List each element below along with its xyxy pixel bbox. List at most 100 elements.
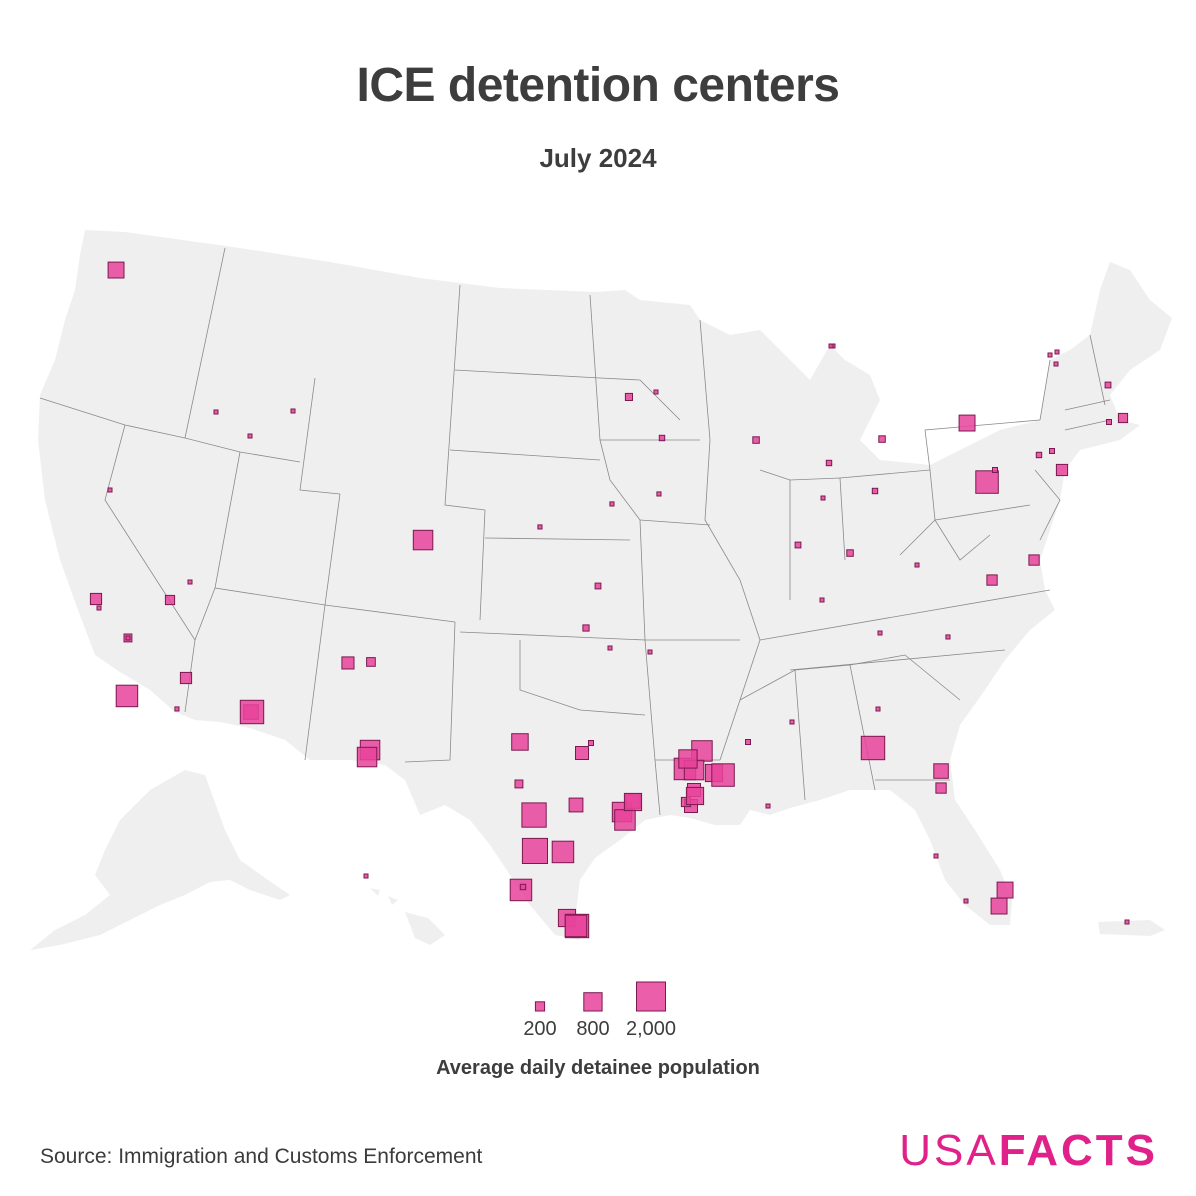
- legend-marker-small: [534, 1001, 546, 1012]
- legend-marker-medium: [583, 992, 603, 1012]
- facility-marker: [996, 881, 1014, 899]
- map-subtitle: July 2024: [539, 143, 657, 173]
- facility-markers: [89, 261, 1130, 939]
- facility-marker: [789, 719, 795, 725]
- facility-marker: [828, 343, 834, 349]
- facility-marker: [582, 624, 590, 632]
- facility-marker: [765, 803, 771, 809]
- facility-marker: [1035, 451, 1043, 459]
- source-note: Source: Immigration and Customs Enforcem…: [40, 1145, 483, 1168]
- facility-marker: [607, 645, 613, 651]
- hawaii-land: [405, 912, 445, 945]
- facility-marker: [107, 487, 113, 493]
- facility-marker: [963, 898, 969, 904]
- facility-marker: [1117, 412, 1129, 424]
- facility-marker: [521, 802, 547, 828]
- facility-marker: [609, 501, 615, 507]
- facility-marker: [825, 459, 833, 467]
- facility-marker: [551, 840, 575, 864]
- facility-marker: [711, 763, 735, 787]
- facility-marker: [1053, 361, 1059, 367]
- facility-marker: [656, 491, 662, 497]
- facility-marker: [975, 470, 999, 494]
- facility-marker: [678, 749, 698, 769]
- facility-marker: [992, 467, 998, 473]
- facility-marker: [933, 763, 949, 779]
- facility-marker: [914, 562, 920, 568]
- facility-marker: [819, 597, 825, 603]
- facility-marker: [179, 671, 193, 685]
- state-borders: [39, 247, 1111, 816]
- puerto-rico-land: [1098, 920, 1165, 936]
- facility-marker: [878, 435, 886, 443]
- facility-marker: [945, 634, 951, 640]
- facility-marker: [125, 635, 131, 641]
- legend-marker-large: [636, 981, 666, 1012]
- facility-marker: [794, 541, 802, 549]
- facility-marker: [1104, 381, 1112, 389]
- facility-marker: [187, 579, 193, 585]
- facility-marker: [820, 495, 826, 501]
- facility-marker: [1049, 448, 1055, 454]
- legend-title: Average daily detainee population: [436, 1057, 760, 1079]
- alaska-land: [30, 770, 290, 950]
- facility-marker: [568, 797, 584, 813]
- facility-marker: [521, 837, 549, 865]
- facility-marker: [107, 261, 125, 279]
- facility-marker: [412, 529, 434, 551]
- contiguous-us-land: [38, 230, 1172, 940]
- legend-label-small: 200: [523, 1018, 557, 1040]
- facility-marker: [623, 792, 643, 812]
- legend-markers: [534, 981, 666, 1012]
- facility-marker: [575, 746, 589, 760]
- usafacts-logo: USAFACTS: [899, 1126, 1158, 1176]
- facility-marker: [653, 389, 659, 395]
- facility-marker: [514, 779, 524, 789]
- facility-marker: [647, 649, 653, 655]
- facility-marker: [363, 873, 369, 879]
- facility-marker: [877, 630, 883, 636]
- facility-marker: [366, 657, 376, 667]
- facility-marker: [564, 914, 588, 938]
- facility-marker: [1055, 463, 1069, 477]
- facility-marker: [1054, 349, 1060, 355]
- facility-marker: [1124, 919, 1130, 925]
- map-title: ICE detention centers: [356, 59, 840, 112]
- facility-marker: [752, 436, 760, 444]
- facility-marker: [519, 883, 527, 891]
- facility-marker: [958, 414, 976, 432]
- facility-marker: [290, 408, 296, 414]
- facility-marker: [174, 706, 180, 712]
- land-layer: [30, 230, 1172, 950]
- facility-marker: [1028, 554, 1040, 566]
- logo-part-facts: FACTS: [998, 1126, 1158, 1175]
- legend-label-medium: 800: [576, 1018, 610, 1040]
- facility-marker: [247, 433, 253, 439]
- legend-label-large: 2,000: [625, 1018, 677, 1040]
- facility-marker: [860, 735, 886, 761]
- facility-marker: [239, 699, 265, 725]
- facility-marker: [213, 409, 219, 415]
- facility-marker: [588, 740, 594, 746]
- hawaii-islets: [370, 888, 398, 905]
- facility-marker: [89, 592, 103, 606]
- logo-part-usa: USA: [899, 1126, 999, 1175]
- facility-marker: [356, 746, 378, 768]
- facility-marker: [624, 392, 634, 401]
- facility-marker: [685, 786, 705, 806]
- facility-marker: [933, 853, 939, 859]
- facility-marker: [594, 582, 602, 590]
- facility-marker: [537, 524, 543, 530]
- facility-marker: [164, 594, 176, 606]
- facility-marker: [745, 739, 751, 745]
- facility-marker: [1106, 419, 1112, 425]
- facility-marker: [935, 782, 947, 794]
- facility-marker: [1047, 352, 1053, 358]
- facility-marker: [846, 549, 854, 557]
- facility-marker: [875, 706, 881, 712]
- facility-marker: [341, 656, 355, 670]
- facility-marker: [871, 487, 879, 495]
- facility-marker: [990, 897, 1008, 915]
- facility-marker: [511, 733, 529, 751]
